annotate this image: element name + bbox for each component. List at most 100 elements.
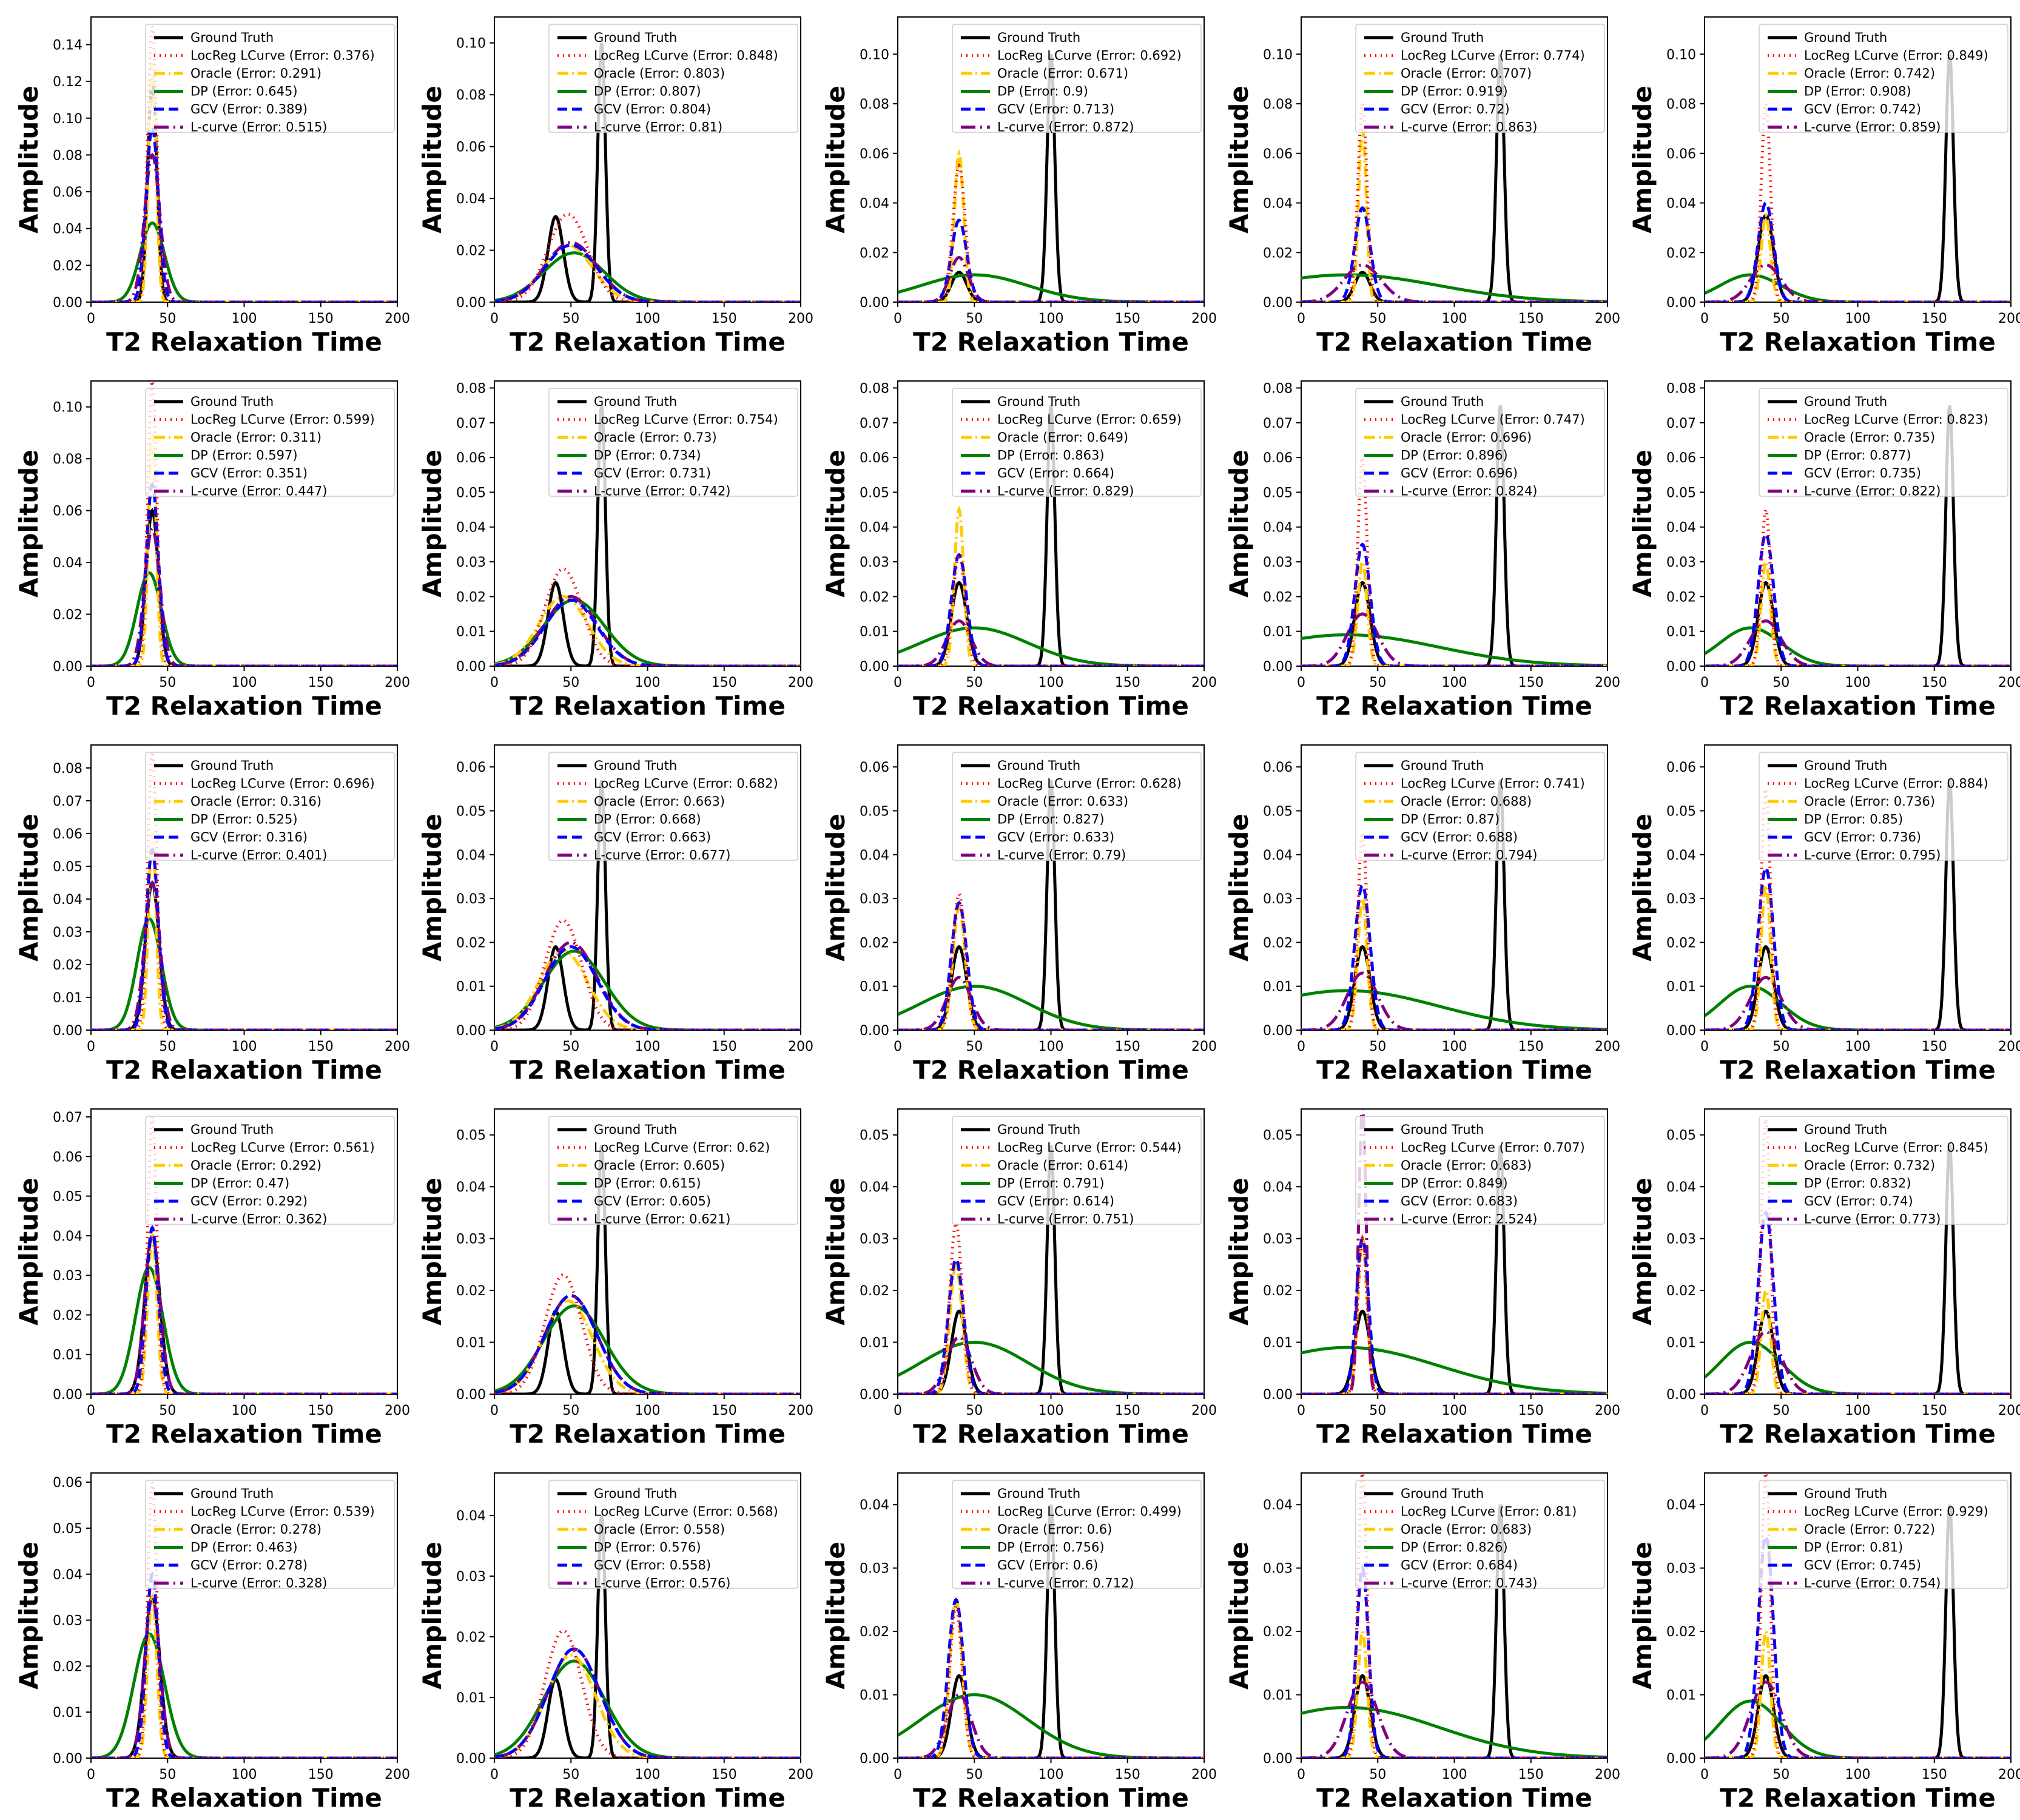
- legend-entry: Oracle (Error: 0.73): [594, 430, 717, 445]
- x-tick-label: 150: [1922, 1039, 1947, 1054]
- legend-entry: DP (Error: 0.645): [190, 84, 298, 99]
- legend-entry: GCV (Error: 0.316): [190, 830, 308, 844]
- y-tick-label: 0.02: [1666, 1625, 1696, 1640]
- x-tick-label: 150: [712, 1039, 737, 1054]
- y-tick-label: 0.03: [1666, 1232, 1696, 1247]
- y-tick-label: 0.00: [860, 1751, 889, 1767]
- y-tick-label: 0.06: [1666, 147, 1696, 162]
- x-tick-label: 150: [1115, 1767, 1140, 1782]
- legend-entry: DP (Error: 0.463): [190, 1540, 298, 1555]
- legend-entry: DP (Error: 0.827): [997, 812, 1105, 827]
- y-tick-label: 0.01: [1666, 1688, 1696, 1704]
- legend-entry: L-curve (Error: 0.773): [1804, 1212, 1941, 1227]
- y-tick-label: 0.00: [860, 1387, 889, 1403]
- legend-entry: LocReg LCurve (Error: 0.561): [190, 1141, 375, 1155]
- y-tick-label: 0.10: [860, 47, 889, 62]
- legend: Ground Truth LocReg LCurve (Error: 0.62) O…: [548, 1116, 798, 1227]
- legend-box: [145, 1480, 395, 1589]
- legend-entry: LocReg LCurve (Error: 0.539): [190, 1505, 375, 1519]
- y-tick-label: 0.02: [1263, 1284, 1293, 1299]
- series-line-oracle: [494, 595, 801, 666]
- legend-entry: DP (Error: 0.919): [1401, 84, 1508, 99]
- legend-entry: L-curve (Error: 0.362): [190, 1212, 328, 1227]
- legend-entry: GCV (Error: 0.664): [997, 466, 1114, 480]
- y-tick-label: 0.10: [53, 112, 82, 127]
- legend-entry: Ground Truth: [997, 1486, 1080, 1501]
- legend-box: [1759, 1116, 2008, 1225]
- panel-2-1: 0.00 0.01 0.02 0.03 0.04 0.05 0.06 0 50 100 150 200…: [417, 744, 813, 1085]
- legend-entry: Ground Truth: [1401, 1122, 1484, 1137]
- legend-box: [952, 1116, 1202, 1225]
- x-tick-label: 50: [1369, 311, 1386, 326]
- legend-entry: L-curve (Error: 0.794): [1401, 848, 1538, 863]
- legend-entry: DP (Error: 0.576): [594, 1540, 701, 1555]
- legend-entry: Ground Truth: [1804, 394, 1887, 409]
- y-tick-label: 0.06: [53, 185, 82, 200]
- y-tick-label: 0.05: [860, 1128, 889, 1144]
- y-tick-label: 0.03: [860, 1562, 889, 1577]
- x-axis-label: T2 Relaxation Time: [106, 327, 382, 357]
- x-tick-label: 50: [1773, 1039, 1789, 1054]
- legend-entry: LocReg LCurve (Error: 0.707): [1401, 1141, 1585, 1155]
- y-tick-label: 0.02: [860, 590, 889, 605]
- y-tick-label: 0.02: [1666, 246, 1696, 261]
- y-axis-label: Amplitude: [1628, 86, 1657, 234]
- legend-entry: DP (Error: 0.87): [1401, 812, 1500, 827]
- x-tick-label: 150: [1922, 1767, 1947, 1782]
- x-axis-label: T2 Relaxation Time: [106, 1783, 382, 1813]
- legend-entry: Oracle (Error: 0.614): [997, 1158, 1128, 1173]
- y-axis-label: Amplitude: [417, 450, 447, 598]
- x-tick-label: 150: [1518, 1039, 1544, 1054]
- legend-entry: Ground Truth: [1401, 1486, 1484, 1501]
- legend-entry: Ground Truth: [594, 30, 677, 45]
- legend-entry: GCV (Error: 0.351): [190, 466, 308, 480]
- legend-entry: L-curve (Error: 0.742): [594, 484, 731, 499]
- panel-1-2: 0.00 0.01 0.02 0.03 0.04 0.05 0.06 0.07 0.08 0 50 1…: [821, 380, 1217, 721]
- y-tick-label: 0.06: [53, 1475, 82, 1491]
- legend-entry: L-curve (Error: 0.401): [190, 848, 328, 863]
- legend: Ground Truth LocReg LCurve (Error: 0.544)…: [952, 1116, 1202, 1227]
- legend-entry: Ground Truth: [190, 30, 274, 45]
- legend-box: [548, 388, 798, 497]
- legend-entry: Oracle (Error: 0.683): [1401, 1522, 1532, 1537]
- y-tick-label: 0.02: [1263, 935, 1293, 951]
- series-line-oracle: [1705, 1287, 2011, 1394]
- series-line-l-curve: [1705, 976, 2011, 1030]
- x-tick-label: 100: [1442, 1403, 1467, 1418]
- legend-entry: Oracle (Error: 0.722): [1804, 1522, 1935, 1537]
- legend-box: [952, 388, 1202, 497]
- x-tick-label: 200: [1595, 1039, 1620, 1054]
- x-tick-label: 0: [490, 311, 499, 326]
- x-tick-label: 100: [1845, 1403, 1871, 1418]
- x-tick-label: 0: [87, 675, 95, 690]
- x-tick-label: 200: [1595, 311, 1620, 326]
- y-tick-label: 0.08: [456, 88, 486, 103]
- x-tick-label: 50: [159, 1403, 176, 1418]
- legend-entry: Oracle (Error: 0.663): [594, 794, 725, 809]
- legend-entry: Oracle (Error: 0.707): [1401, 66, 1532, 81]
- legend: Ground Truth LocReg LCurve (Error: 0.747)…: [1355, 388, 1605, 499]
- y-tick-label: 0.08: [53, 148, 82, 163]
- panel-2-2: 0.00 0.01 0.02 0.03 0.04 0.05 0.06 0 50 100 150 200…: [821, 744, 1217, 1085]
- series-line-locreg-lcurve: [898, 891, 1204, 1030]
- x-axis-label: T2 Relaxation Time: [106, 1055, 382, 1085]
- x-tick-label: 50: [966, 1039, 983, 1054]
- legend: Ground Truth LocReg LCurve (Error: 0.376)…: [145, 24, 395, 135]
- series-line-locreg-lcurve: [898, 1219, 1204, 1394]
- legend: Ground Truth LocReg LCurve (Error: 0.845)…: [1759, 1116, 2008, 1227]
- y-tick-label: 0.04: [1666, 848, 1696, 863]
- y-tick-label: 0.07: [1666, 416, 1696, 431]
- legend-entry: Oracle (Error: 0.633): [997, 794, 1128, 809]
- legend: Ground Truth LocReg LCurve (Error: 0.823)…: [1759, 388, 2008, 499]
- y-tick-label: 0.02: [53, 1308, 82, 1323]
- legend-entry: LocReg LCurve (Error: 0.848): [594, 49, 778, 63]
- legend-box: [548, 24, 798, 133]
- legend-entry: LocReg LCurve (Error: 0.599): [190, 413, 375, 427]
- y-tick-label: 0.04: [53, 556, 82, 571]
- x-tick-label: 100: [232, 1767, 257, 1782]
- legend-entry: L-curve (Error: 0.754): [1804, 1576, 1941, 1591]
- y-tick-label: 0.04: [1263, 848, 1293, 863]
- legend-box: [952, 752, 1202, 861]
